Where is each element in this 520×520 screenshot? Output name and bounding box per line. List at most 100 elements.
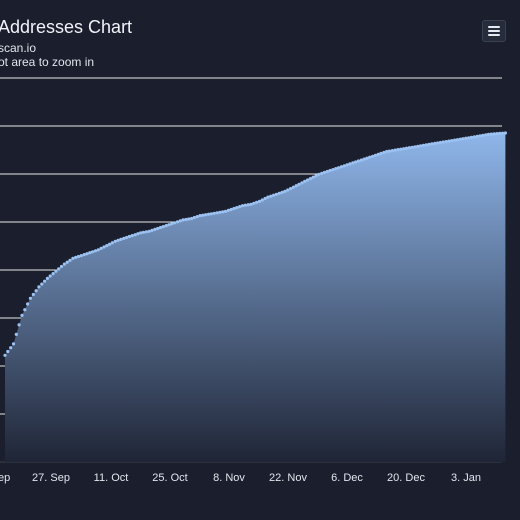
series-point	[334, 167, 338, 171]
series-point	[195, 215, 199, 219]
series-point	[387, 149, 392, 153]
series-point	[238, 205, 242, 209]
series-point	[252, 201, 256, 205]
series-point	[88, 251, 92, 255]
series-point	[317, 172, 321, 176]
series-point	[45, 276, 50, 280]
series-point	[62, 262, 66, 266]
series-point	[266, 195, 270, 199]
series-point	[365, 156, 369, 160]
x-tick-label: 3. Jan	[451, 472, 481, 484]
series-point	[187, 217, 191, 221]
series-point	[167, 223, 171, 227]
series-point	[144, 230, 148, 234]
series-point	[201, 213, 205, 217]
series-point	[141, 230, 146, 234]
series-point	[450, 139, 454, 143]
area-series-fill	[5, 133, 506, 462]
series-point	[51, 272, 55, 276]
series-point	[181, 218, 185, 222]
series-point	[328, 168, 332, 173]
series-point	[368, 155, 372, 159]
series-point	[139, 231, 143, 235]
series-point	[478, 134, 482, 138]
series-point	[402, 147, 406, 151]
series-point	[11, 342, 16, 346]
series-point	[6, 349, 10, 354]
series-point	[136, 232, 140, 236]
series-point	[192, 215, 196, 220]
series-point	[28, 296, 32, 300]
series-point	[209, 212, 213, 216]
series-point	[481, 133, 485, 137]
series-point	[232, 206, 236, 211]
series-point	[99, 246, 103, 250]
series-point	[85, 252, 89, 256]
series-point	[229, 207, 233, 212]
series-point	[492, 132, 496, 136]
series-point	[472, 135, 476, 139]
series-point	[150, 228, 154, 232]
series-point	[269, 194, 273, 198]
x-axis: ep 27. Sep 11. Oct 25. Oct 8. Nov 22. Nov 6. D…	[0, 472, 481, 484]
series-point	[399, 147, 403, 151]
series-point	[433, 141, 437, 145]
series-point	[37, 285, 41, 289]
series-point	[113, 239, 117, 243]
series-point	[413, 145, 417, 149]
series-point	[407, 146, 411, 150]
series-point	[96, 248, 100, 252]
series-point	[122, 236, 126, 240]
series-point	[359, 158, 363, 162]
series-point	[125, 235, 129, 240]
series-point	[325, 169, 329, 174]
x-tick-label: ep	[0, 472, 10, 484]
series-point	[277, 191, 281, 195]
x-tick-label: 8. Nov	[213, 472, 245, 484]
series-point	[246, 203, 250, 207]
series-point	[484, 133, 488, 137]
series-point	[351, 161, 355, 165]
series-point	[184, 217, 188, 222]
series-point	[303, 179, 307, 183]
series-point	[458, 137, 462, 141]
series-point	[461, 137, 465, 141]
series-point	[345, 163, 349, 167]
x-tick-label: 22. Nov	[269, 472, 307, 484]
series-point	[305, 178, 310, 182]
series-point	[283, 189, 287, 193]
series-point	[108, 242, 112, 246]
series-point	[215, 211, 219, 215]
series-point	[291, 185, 295, 189]
series-point	[354, 160, 358, 164]
series-point	[223, 209, 228, 213]
series-point	[3, 353, 7, 357]
series-point	[156, 226, 160, 231]
series-point	[130, 234, 134, 238]
series-point	[447, 139, 451, 143]
series-point	[469, 135, 474, 139]
x-tick-label: 6. Dec	[331, 472, 363, 484]
series-point	[289, 187, 293, 191]
series-point	[441, 140, 445, 144]
series-point	[204, 213, 208, 217]
series-point	[444, 140, 448, 144]
series-point	[342, 164, 346, 168]
series-point	[453, 138, 457, 142]
series-point	[119, 237, 123, 241]
series-point	[455, 138, 459, 142]
series-point	[356, 159, 360, 163]
series-point	[175, 220, 180, 224]
series-point	[331, 168, 335, 172]
series-point	[362, 157, 366, 161]
series-point	[82, 253, 86, 257]
series-point	[243, 203, 247, 207]
series-point	[311, 175, 315, 179]
series-point	[382, 150, 386, 155]
series-point	[207, 212, 211, 216]
chart-subtitle-source: scan.io	[0, 41, 37, 55]
series-point	[218, 210, 222, 214]
series-point	[158, 225, 163, 230]
hamburger-menu-icon[interactable]	[482, 20, 506, 42]
